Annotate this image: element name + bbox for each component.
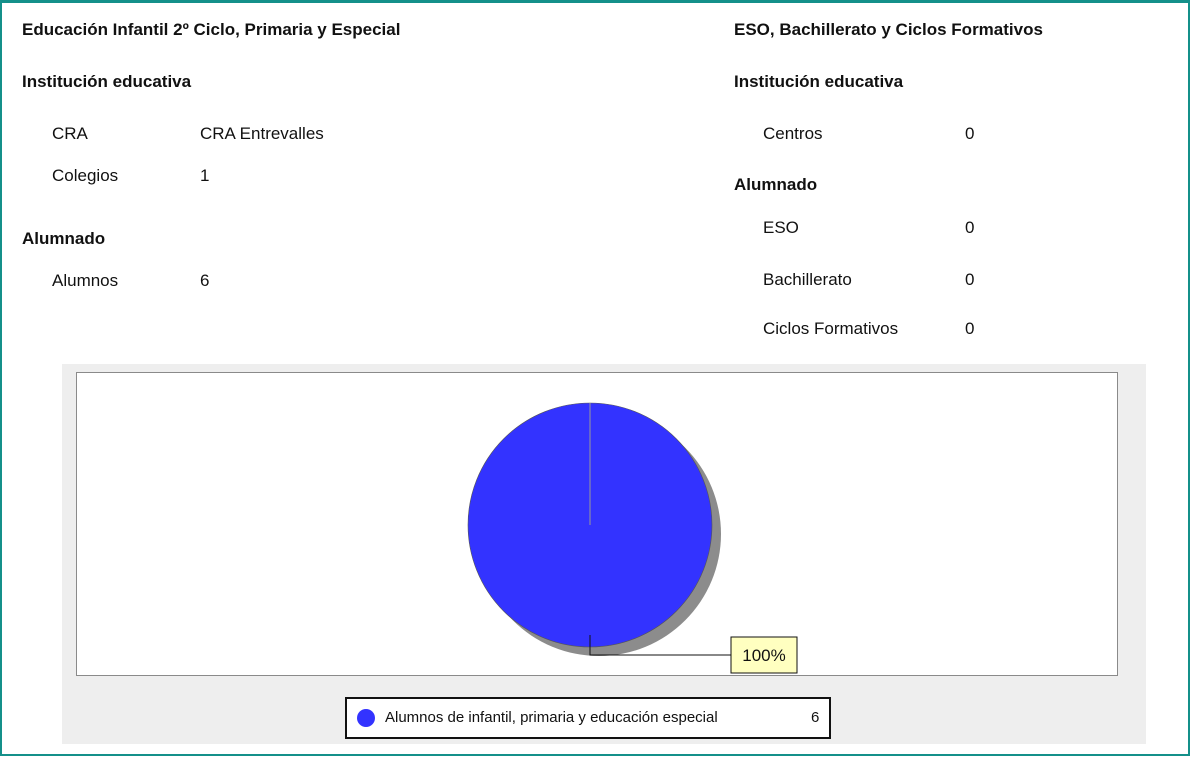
legend-entry-label: Alumnos de infantil, primaria y educació… <box>385 709 718 726</box>
left-institution-heading: Institución educativa <box>22 72 192 91</box>
right-section-heading: ESO, Bachillerato y Ciclos Formativos <box>734 20 1043 39</box>
slice-percent-label: 100% <box>742 646 785 665</box>
pie-chart: 100% <box>467 402 798 674</box>
legend-swatch <box>357 709 375 727</box>
left-colegios-label: Colegios <box>52 166 119 185</box>
left-alumnos-value: 6 <box>200 271 210 290</box>
pie-plot-box: 100% <box>76 372 1118 676</box>
chart-area: 100% Alumnos de infantil, primaria y edu… <box>62 364 1146 744</box>
right-bachillerato-value: 0 <box>965 270 975 289</box>
right-ciclos-value: 0 <box>965 319 975 338</box>
right-ciclos-label: Ciclos Formativos <box>763 319 899 338</box>
left-alumnos-label: Alumnos <box>52 271 119 290</box>
right-eso-value: 0 <box>965 218 975 237</box>
slice-label-box <box>730 636 798 674</box>
right-bachillerato-label: Bachillerato <box>763 270 852 289</box>
left-colegios-value: 1 <box>200 166 210 185</box>
right-eso-label: ESO <box>763 218 799 237</box>
right-centros-value: 0 <box>965 124 975 143</box>
right-centros-label: Centros <box>763 124 823 143</box>
left-students-heading: Alumnado <box>22 229 106 248</box>
slice-leader-line <box>589 635 731 656</box>
legend-entry-value: 6 <box>811 709 820 726</box>
right-students-heading: Alumnado <box>734 175 818 194</box>
left-section-heading: Educación Infantil 2º Ciclo, Primaria y … <box>22 20 401 39</box>
chart-legend: Alumnos de infantil, primaria y educació… <box>345 697 831 739</box>
left-cra-label: CRA <box>52 124 88 143</box>
right-institution-heading: Institución educativa <box>734 72 904 91</box>
left-cra-value: CRA Entrevalles <box>200 124 324 143</box>
